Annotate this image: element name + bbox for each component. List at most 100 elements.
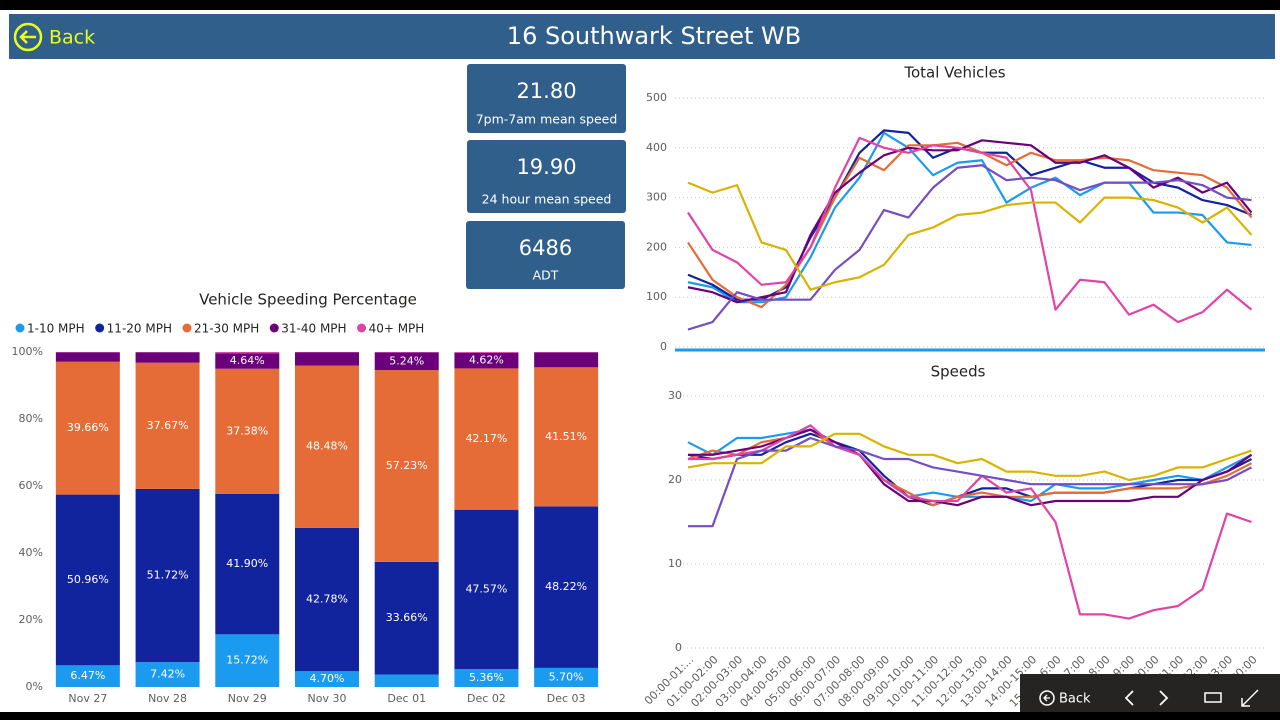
kpi-label: ADT bbox=[533, 268, 559, 283]
back-arrow bbox=[19, 30, 36, 44]
data-label: 5.36% bbox=[469, 671, 504, 684]
series-line bbox=[687, 181, 1253, 291]
x-tick-label: Dec 01 bbox=[387, 692, 426, 705]
bar-segment bbox=[295, 365, 359, 528]
y-tick-label: 20 bbox=[668, 473, 682, 486]
chart-title: Total Vehicles bbox=[903, 64, 1005, 82]
x-tick-label: Nov 30 bbox=[308, 692, 347, 705]
bar-segment bbox=[215, 352, 280, 354]
bar-segment bbox=[534, 352, 599, 353]
data-label: 39.66% bbox=[67, 421, 109, 434]
series-line bbox=[688, 436, 1253, 528]
x-tick-label: Dec 03 bbox=[547, 692, 586, 705]
footer-back-label: Back bbox=[1059, 692, 1091, 707]
bar-segment bbox=[454, 352, 519, 369]
data-label: 15.72% bbox=[226, 654, 268, 667]
y-tick-label: 0% bbox=[26, 680, 43, 693]
y-tick-label: 30 bbox=[668, 389, 682, 402]
legend-marker bbox=[15, 323, 25, 333]
bar-segment bbox=[135, 362, 200, 489]
data-label: 48.22% bbox=[545, 580, 587, 593]
bar-segment bbox=[374, 674, 439, 687]
bottom-edge bbox=[0, 712, 1280, 720]
data-label: 37.38% bbox=[226, 424, 268, 437]
bar-segment bbox=[454, 669, 519, 687]
bar-segment bbox=[295, 352, 359, 366]
bar-segment bbox=[454, 352, 519, 353]
bar-segment bbox=[55, 361, 120, 495]
y-tick-label: 300 bbox=[646, 191, 667, 204]
bar-segment bbox=[135, 488, 200, 663]
data-label: 5.24% bbox=[389, 354, 424, 367]
bar-segment bbox=[55, 352, 120, 362]
y-tick-label: 40% bbox=[19, 546, 43, 559]
data-label: 42.17% bbox=[465, 432, 507, 445]
data-label: 4.62% bbox=[469, 354, 504, 367]
bar-segment bbox=[454, 509, 519, 670]
y-tick-label: 200 bbox=[646, 240, 667, 253]
bar-segment bbox=[454, 368, 519, 510]
data-label: 50.96% bbox=[67, 573, 109, 586]
data-label: 57.23% bbox=[386, 459, 428, 472]
series-line bbox=[687, 432, 1252, 482]
legend-label: 21-30 MPH bbox=[194, 322, 259, 336]
kpi-card bbox=[466, 221, 625, 289]
back-button[interactable]: Back bbox=[13, 22, 95, 52]
data-label: 41.51% bbox=[545, 430, 587, 443]
legend-label: 40+ MPH bbox=[369, 322, 425, 336]
footer-back-arrow bbox=[1043, 694, 1050, 702]
x-tick-label: Nov 27 bbox=[68, 692, 107, 705]
data-label: 37.67% bbox=[147, 419, 189, 432]
y-tick-label: 0 bbox=[675, 641, 682, 654]
footer-bg bbox=[1020, 674, 1280, 712]
bar-segment bbox=[295, 671, 359, 687]
kpi-card bbox=[467, 140, 626, 213]
series-line bbox=[687, 141, 1253, 309]
y-tick-label: 0 bbox=[660, 340, 667, 353]
y-tick-label: 20% bbox=[19, 613, 43, 626]
header-bar bbox=[9, 14, 1275, 59]
kpi-value: 21.80 bbox=[516, 79, 576, 103]
bar-segment bbox=[374, 561, 439, 675]
bar-segment bbox=[295, 527, 359, 672]
data-label: 4.64% bbox=[230, 354, 265, 367]
canvas bbox=[0, 10, 1280, 712]
bar-segment bbox=[215, 353, 280, 369]
data-label: 4.70% bbox=[310, 672, 345, 685]
next-page[interactable] bbox=[1159, 690, 1169, 706]
data-label: 51.72% bbox=[147, 569, 189, 582]
fullscreen-icon[interactable] bbox=[1241, 689, 1259, 707]
data-label: 48.48% bbox=[306, 440, 348, 453]
back-icon bbox=[13, 22, 43, 52]
kpi-card bbox=[467, 64, 626, 133]
bar-segment bbox=[534, 367, 599, 507]
x-tick-label: Nov 28 bbox=[148, 692, 187, 705]
legend-marker bbox=[95, 323, 105, 333]
bar-segment bbox=[215, 368, 280, 494]
back-label: Back bbox=[49, 27, 95, 49]
bar-segment bbox=[534, 667, 599, 687]
kpi-value: 19.90 bbox=[516, 155, 576, 179]
legend-marker bbox=[357, 323, 367, 333]
print-icon[interactable] bbox=[1204, 692, 1222, 703]
bar-segment bbox=[55, 665, 120, 687]
page-title: 16 Southwark Street WB bbox=[507, 22, 801, 50]
legend-marker bbox=[269, 323, 279, 333]
bar-segment bbox=[374, 370, 439, 562]
y-tick-label: 500 bbox=[646, 91, 667, 104]
footer-back[interactable]: Back bbox=[1039, 690, 1091, 707]
y-tick-label: 400 bbox=[646, 141, 667, 154]
kpi-value: 6486 bbox=[519, 236, 572, 260]
data-label: 5.70% bbox=[549, 670, 584, 683]
series-line bbox=[688, 424, 1252, 620]
footer-bar: Back bbox=[1020, 674, 1280, 712]
bar-segment bbox=[55, 494, 120, 666]
prev-page[interactable] bbox=[1124, 690, 1134, 706]
chart-title: Speeds bbox=[931, 363, 986, 381]
footer-back-icon bbox=[1039, 690, 1055, 706]
data-label: 33.66% bbox=[386, 611, 428, 624]
series-line bbox=[687, 136, 1253, 324]
bar-segment bbox=[215, 493, 280, 635]
